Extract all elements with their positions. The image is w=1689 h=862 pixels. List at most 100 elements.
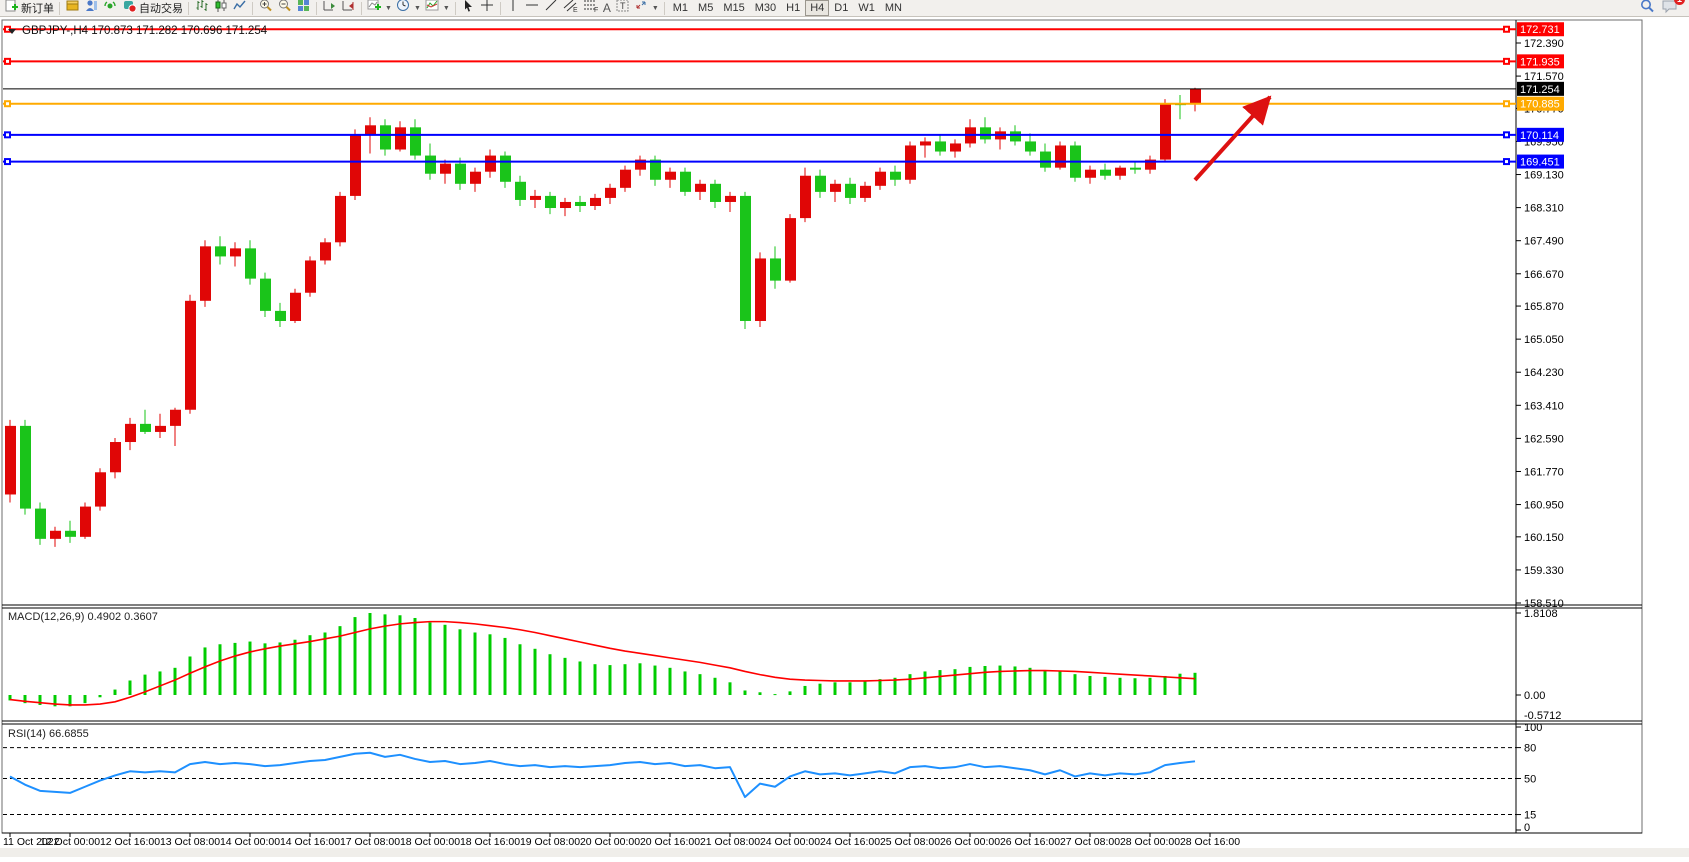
templates-button[interactable]: ▼ — [423, 0, 452, 18]
svg-text:E: E — [573, 7, 578, 13]
autotrading-label: 自动交易 — [139, 3, 183, 15]
trend-arrow[interactable] — [1193, 95, 1272, 182]
timeframe-d1[interactable]: D1 — [834, 2, 849, 14]
data-window-button[interactable] — [101, 1, 120, 16]
svg-text:20 Oct 16:00: 20 Oct 16:00 — [640, 836, 700, 848]
timeframe-w1[interactable]: W1 — [858, 2, 875, 14]
chart-shift-button[interactable] — [339, 1, 358, 16]
svg-text:24 Oct 16:00: 24 Oct 16:00 — [820, 836, 880, 848]
indicators-button[interactable]: ▼ — [365, 0, 394, 16]
arrows-tool-button[interactable]: ▼ — [632, 1, 661, 16]
svg-text:0.00: 0.00 — [1524, 690, 1545, 702]
notifications-button[interactable]: 1 — [1661, 0, 1685, 19]
svg-text:165.870: 165.870 — [1524, 301, 1564, 313]
svg-text:171.254: 171.254 — [1520, 84, 1560, 96]
toolbox-icon — [65, 0, 80, 18]
macd-label: MACD(12,26,9) 0.4902 0.3607 — [8, 611, 158, 623]
toolbar: 新订单 自动交易 ▼ ▼ — [0, 0, 1689, 17]
svg-text:172.390: 172.390 — [1524, 38, 1564, 50]
vline-tool-button[interactable] — [504, 0, 523, 18]
crosshair-icon — [480, 0, 495, 18]
svg-text:26 Oct 00:00: 26 Oct 00:00 — [940, 836, 1000, 848]
timeframe-m5[interactable]: M5 — [698, 2, 714, 14]
svg-text:13 Oct 08:00: 13 Oct 08:00 — [160, 836, 220, 848]
timeframe-h4[interactable]: H4 — [805, 0, 830, 16]
svg-text:160.150: 160.150 — [1524, 532, 1564, 544]
toolbar-separator — [188, 1, 189, 15]
autotrading-icon — [122, 0, 137, 18]
chart-shift-icon — [341, 0, 356, 18]
svg-text:160.950: 160.950 — [1524, 500, 1564, 512]
horizontal-line-icon — [525, 0, 540, 18]
crosshair-tool-button[interactable] — [478, 0, 497, 18]
rsi-line — [9, 751, 1196, 799]
svg-text:27 Oct 08:00: 27 Oct 08:00 — [1060, 836, 1120, 848]
toolbar-separator — [454, 1, 456, 15]
svg-text:F: F — [594, 7, 598, 13]
periods-button[interactable]: ▼ — [394, 0, 423, 18]
trendline-icon — [544, 0, 559, 18]
symbol-dropdown-icon — [8, 29, 16, 34]
channel-tool-button[interactable]: E — [561, 0, 581, 18]
trendline-tool-button[interactable] — [542, 0, 561, 18]
text-label-tool-button[interactable]: T — [613, 0, 632, 16]
svg-text:19 Oct 08:00: 19 Oct 08:00 — [520, 836, 580, 848]
auto-scroll-button[interactable] — [320, 1, 339, 16]
market-watch-button[interactable] — [82, 0, 101, 16]
search-icon[interactable] — [1639, 0, 1655, 19]
cursor-tool-button[interactable] — [459, 0, 478, 16]
svg-text:170.114: 170.114 — [1520, 130, 1559, 142]
vertical-line-icon — [506, 0, 521, 18]
toolbar-separator — [361, 1, 362, 15]
svg-text:171.570: 171.570 — [1524, 71, 1564, 83]
text-tool-button[interactable]: A — [601, 1, 613, 16]
chart-frame — [1, 19, 1643, 834]
svg-text:-0.5712: -0.5712 — [1524, 710, 1561, 722]
zoom-out-button[interactable] — [275, 0, 294, 16]
svg-text:26 Oct 16:00: 26 Oct 16:00 — [1000, 836, 1060, 848]
dropdown-caret-icon: ▼ — [413, 4, 421, 12]
dropdown-caret-icon: ▼ — [385, 4, 392, 12]
zoom-in-icon — [258, 0, 273, 18]
channel-icon: E — [563, 0, 579, 18]
new-order-button[interactable]: 新订单 — [2, 0, 56, 16]
line-chart-icon — [232, 0, 247, 18]
clock-icon — [396, 0, 411, 18]
timeframe-m30[interactable]: M30 — [754, 2, 777, 14]
svg-text:12 Oct 16:00: 12 Oct 16:00 — [100, 836, 160, 848]
timeframe-mn[interactable]: MN — [884, 2, 902, 14]
rsi-label: RSI(14) 66.6855 — [8, 728, 89, 740]
zoom-in-button[interactable] — [256, 0, 275, 18]
timeframe-m1[interactable]: M1 — [672, 2, 689, 14]
text-tool-icon: A — [602, 1, 611, 15]
svg-text:169.451: 169.451 — [1520, 157, 1560, 169]
svg-text:T: T — [620, 1, 626, 11]
fibonacci-icon: F — [583, 0, 599, 18]
hline-171.254[interactable]: 171.254 — [3, 81, 1564, 96]
svg-text:14 Oct 00:00: 14 Oct 00:00 — [220, 836, 280, 848]
chart-svg: 172.390171.570170.770169.950169.130168.3… — [0, 17, 1689, 857]
line-chart-mode-button[interactable] — [230, 0, 249, 18]
svg-text:161.770: 161.770 — [1524, 466, 1564, 478]
template-icon — [425, 0, 440, 18]
signal-icon — [103, 0, 118, 18]
hline-171.935[interactable]: 171.935 — [3, 54, 1564, 69]
hline-172.731[interactable]: 172.731 — [3, 22, 1564, 37]
bar-chart-mode-button[interactable] — [192, 0, 211, 16]
chart-background — [0, 17, 1689, 857]
timeframe-m15[interactable]: M15 — [723, 2, 745, 14]
hline-169.451[interactable]: 169.451 — [3, 154, 1564, 169]
candlestick-mode-button[interactable] — [211, 0, 230, 16]
svg-text:169.130: 169.130 — [1524, 170, 1564, 182]
svg-text:17 Oct 08:00: 17 Oct 08:00 — [340, 836, 400, 848]
fibonacci-tool-button[interactable]: F — [581, 0, 601, 18]
hline-tool-button[interactable] — [523, 1, 542, 16]
timeframe-h1[interactable]: H1 — [786, 2, 801, 14]
arrows-icon — [634, 0, 649, 18]
hline-170.114[interactable]: 170.114 — [3, 127, 1564, 142]
tile-windows-button[interactable] — [294, 0, 313, 16]
svg-text:162.590: 162.590 — [1524, 433, 1564, 445]
toolbox-button[interactable] — [63, 0, 82, 18]
autotrading-button[interactable]: 自动交易 — [120, 1, 185, 16]
